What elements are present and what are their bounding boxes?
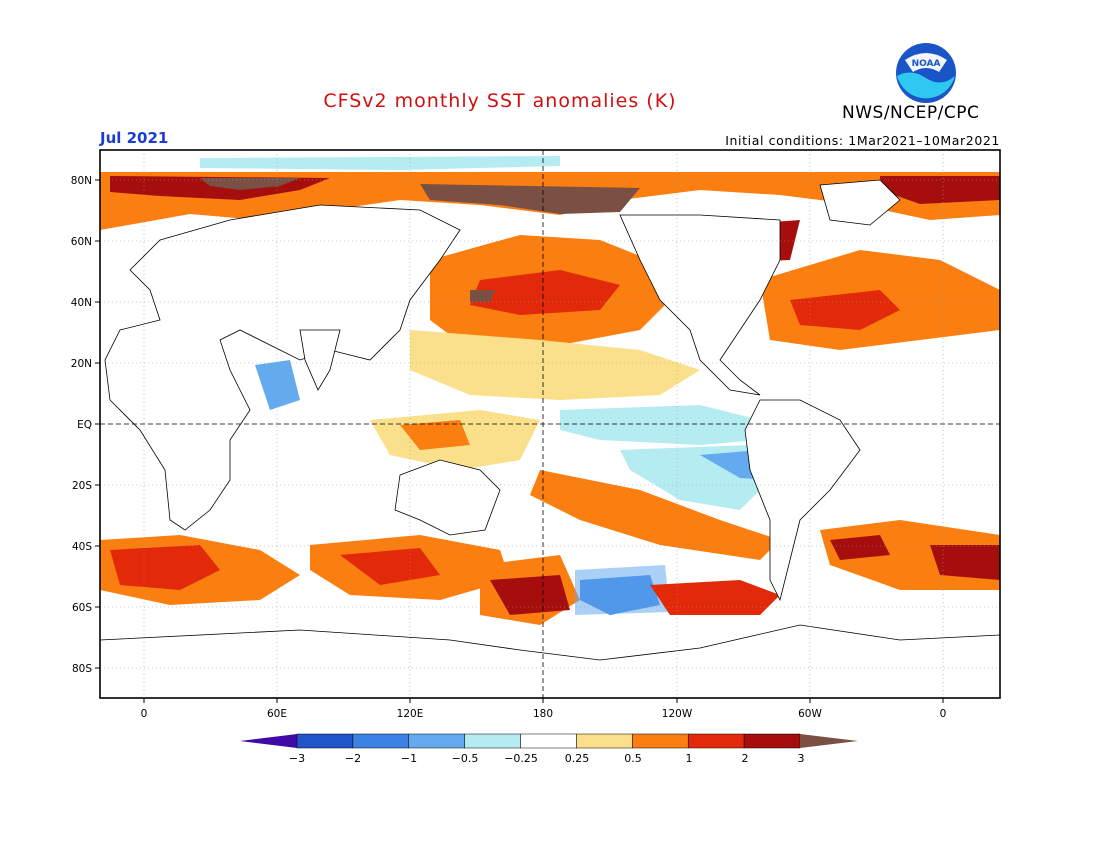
anomaly-field — [100, 150, 1000, 698]
southern-ocean-warm-4 — [650, 580, 780, 615]
southern-ocean-strong-1 — [110, 545, 220, 590]
arctic-extreme-region — [200, 178, 300, 190]
colorbar-labels: −3 −2 −1 −0.5 −0.25 0.25 0.5 1 2 3 — [289, 752, 805, 765]
lat-label: 80N — [71, 175, 92, 187]
lat-label: 60N — [71, 236, 92, 248]
south-america — [744, 399, 861, 602]
eq-pacific-cool — [560, 405, 760, 445]
maritime-warm-2 — [400, 420, 470, 450]
north-pacific-strong — [470, 270, 620, 315]
lat-label: 60S — [72, 602, 92, 614]
lon-label: 120E — [397, 708, 424, 720]
north-pacific-extreme — [470, 290, 495, 302]
colorbar-label: 1 — [686, 752, 693, 765]
page-title: CFSv2 monthly SST anomalies (K) — [323, 90, 677, 112]
arctic-strong-region-2 — [880, 176, 1000, 204]
colorbar-label: 0.5 — [624, 752, 642, 765]
forecast-month: Jul 2021 — [100, 129, 169, 147]
lon-label: 0 — [940, 708, 947, 720]
lon-label: 60W — [798, 708, 822, 720]
lon-label: 120W — [662, 708, 693, 720]
colorbar-label: 3 — [798, 752, 805, 765]
colorbar-label: −2 — [345, 752, 361, 765]
colorbar-bin — [408, 733, 465, 749]
lat-labels: 80N 60N 40N 20N EQ 20S 40S 60S 80S — [71, 175, 93, 675]
colorbar-bin — [687, 733, 745, 749]
continents — [100, 179, 1000, 698]
colorbar-label: −1 — [401, 752, 417, 765]
eurasia-africa — [104, 204, 461, 531]
antarctica — [100, 624, 1000, 698]
lon-label: 60E — [267, 708, 287, 720]
arctic-extreme-region-2 — [420, 184, 640, 214]
colorbar-bin — [576, 733, 633, 749]
greenland — [819, 179, 901, 226]
colorbar-below-arrow — [240, 734, 297, 748]
colorbar-bin — [464, 733, 521, 749]
lon-label: 180 — [533, 708, 553, 720]
colorbar-above-arrow — [800, 734, 858, 748]
north-pacific-mild — [410, 330, 700, 400]
south-atlantic-strong — [830, 535, 890, 560]
southern-ocean-strong-3 — [490, 575, 570, 615]
southern-ocean-strong-2 — [340, 548, 440, 585]
colorbar-label: 2 — [742, 752, 749, 765]
south-pacific-warm — [530, 470, 780, 560]
india — [299, 329, 341, 391]
lat-label: 40N — [71, 297, 92, 309]
colorbar-label: 0.25 — [565, 752, 590, 765]
arabian-cool — [255, 360, 300, 410]
initial-conditions: Initial conditions: 1Mar2021–10Mar2021 — [725, 133, 1000, 148]
lat-label: 20S — [72, 480, 92, 492]
lat-label: EQ — [77, 419, 92, 431]
lat-label: 40S — [72, 541, 92, 553]
colorbar-label: −3 — [289, 752, 305, 765]
colorbar-bin — [352, 733, 410, 749]
colorbar-bin — [632, 733, 689, 749]
southern-ocean-cool — [575, 565, 670, 615]
graticule — [100, 150, 1000, 698]
colorbar-bin — [520, 733, 577, 749]
ticks — [95, 179, 944, 703]
logo-text: NOAA — [912, 59, 941, 69]
lat-label: 80S — [72, 663, 92, 675]
north-atlantic-strong — [790, 290, 900, 330]
lon-labels: 0 60E 120E 180 120W 60W 0 — [141, 708, 947, 720]
agency-label: NWS/NCEP/CPC — [842, 103, 980, 123]
colorbar-label: −0.5 — [452, 752, 479, 765]
arctic-cold-band — [200, 156, 560, 170]
colorbar — [240, 733, 858, 749]
lat-label: 20N — [71, 358, 92, 370]
north-america — [619, 214, 781, 396]
colorbar-bin — [296, 733, 354, 749]
colorbar-bin — [743, 733, 801, 749]
noaa-logo-icon: NOAA — [896, 43, 956, 103]
south-atlantic-strong-2 — [930, 545, 1000, 580]
colorbar-label: −0.25 — [504, 752, 538, 765]
lon-label: 0 — [141, 708, 148, 720]
australia — [394, 459, 501, 536]
